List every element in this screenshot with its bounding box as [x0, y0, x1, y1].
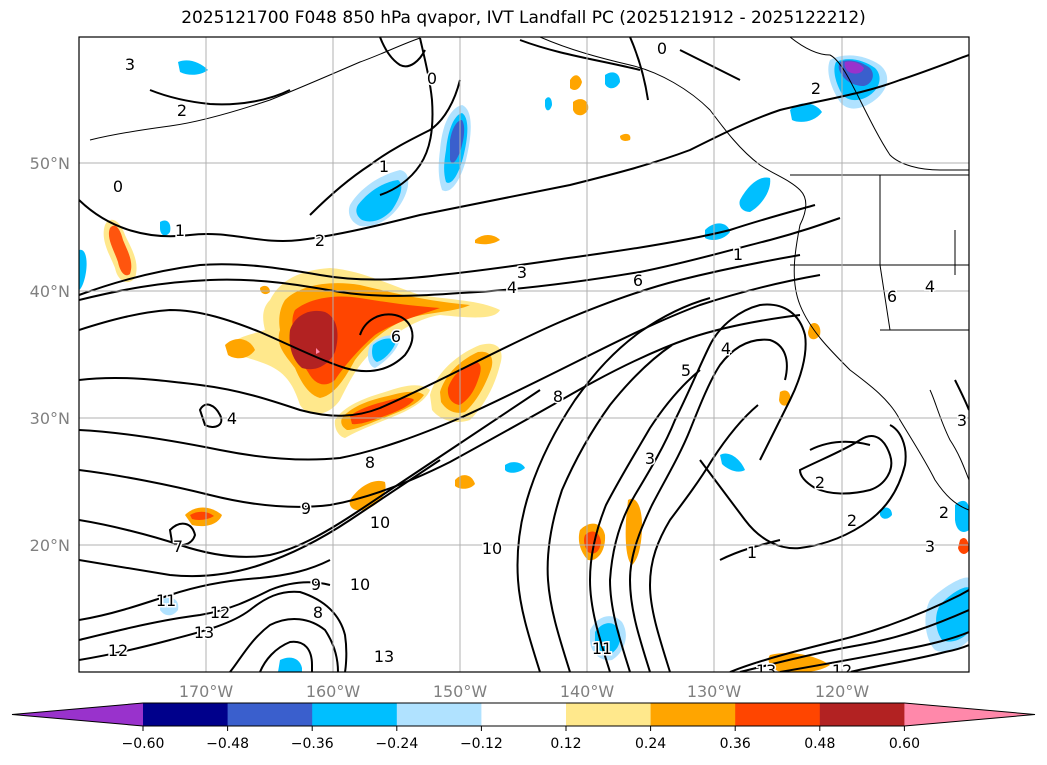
contour-label: 12	[832, 661, 852, 680]
colorbar-tick-label: 0.60	[889, 736, 920, 752]
colorbar-tick-label: 0.12	[550, 736, 581, 752]
contour-label: 3	[125, 55, 135, 74]
colorbar-tick-label: −0.12	[460, 736, 503, 752]
latitude-labels: 50°N 40°N 30°N 20°N	[30, 154, 70, 555]
colorbar-segment	[566, 703, 652, 726]
contour-label: 1	[747, 543, 757, 562]
contour-label: 9	[301, 499, 311, 518]
colorbar-segment	[650, 703, 736, 726]
lon-label: 160°W	[306, 682, 361, 701]
colorbar-tick-label: 0.48	[804, 736, 835, 752]
plot-frame	[78, 36, 970, 673]
contour-label: 3	[925, 537, 935, 556]
contour-label: 3	[957, 411, 967, 430]
longitude-labels: 170°W 160°W 150°W 140°W 130°W 120°W	[179, 682, 870, 701]
contour-label: 10	[370, 513, 390, 532]
colorbar-segment	[735, 703, 821, 726]
contour-label: 1	[379, 157, 389, 176]
plot-area	[79, 37, 969, 672]
contour-label: 2	[811, 79, 821, 98]
contour-label: 6	[391, 327, 401, 346]
contour-label: 4	[721, 339, 731, 358]
contour-label: 13	[194, 623, 214, 642]
contour-label: 8	[313, 603, 323, 622]
lon-label: 130°W	[687, 682, 742, 701]
contour-label: 2	[939, 503, 949, 522]
contour-label: 0	[427, 69, 437, 88]
contour-label: 3	[517, 263, 527, 282]
plot-title: 2025121700 F048 850 hPa qvapor, IVT Land…	[181, 8, 866, 28]
contour-label: 2	[815, 473, 825, 492]
contour-label: 4	[227, 409, 237, 428]
contour-label: 1	[175, 221, 185, 240]
contour-label: 5	[681, 361, 691, 380]
lon-label: 140°W	[560, 682, 615, 701]
contour-label: 4	[925, 277, 935, 296]
lat-label: 40°N	[30, 282, 70, 301]
contour-label: 12	[210, 603, 230, 622]
contour-label: 6	[633, 271, 643, 290]
colorbar-tick-label: 0.24	[635, 736, 666, 752]
shaded-anomaly-regions	[79, 55, 969, 672]
colorbar-segment	[143, 703, 229, 726]
lat-label: 30°N	[30, 409, 70, 428]
contour-label: 8	[365, 453, 375, 472]
contour-label: 3	[645, 449, 655, 468]
colorbar-tick-label: 0.36	[720, 736, 751, 752]
contour-label: 6	[887, 287, 897, 306]
colorbar-segment	[481, 703, 567, 726]
colorbar-segment	[312, 703, 398, 726]
contour-label: 13	[374, 647, 394, 666]
colorbar-segment	[227, 703, 313, 726]
contour-label: 8	[553, 387, 563, 406]
lon-label: 170°W	[179, 682, 234, 701]
contour-label: 9	[311, 575, 321, 594]
contour-label: 12	[108, 641, 128, 660]
graticule	[79, 37, 969, 672]
colorbar-tick-label: −0.48	[206, 736, 249, 752]
colorbar-tick-label: −0.60	[122, 736, 165, 752]
colorbar-extend-max	[904, 703, 1035, 726]
contour-label: 1	[733, 245, 743, 264]
lat-label: 20°N	[30, 536, 70, 555]
ivt-contour-lines	[79, 37, 969, 672]
contour-label: 4	[507, 278, 517, 297]
contour-label: 10	[482, 539, 502, 558]
contour-label: 11	[592, 639, 612, 658]
contour-label: 10	[350, 575, 370, 594]
colorbar-extend-min	[12, 703, 143, 726]
contour-label: 0	[657, 39, 667, 58]
colorbar-ticks: −0.60 −0.48 −0.36 −0.24 −0.12 0.12 0.24 0.36 0.4…	[122, 726, 920, 752]
colorbar-tick-label: −0.36	[291, 736, 334, 752]
contour-label: 2	[177, 101, 187, 120]
contour-label: 7	[173, 537, 183, 556]
lon-label: 120°W	[815, 682, 870, 701]
contour-label: 13	[756, 661, 776, 680]
lat-label: 50°N	[30, 154, 70, 173]
contour-label: 2	[847, 511, 857, 530]
colorbar-segment	[396, 703, 482, 726]
lon-label: 150°W	[433, 682, 488, 701]
contour-label: 2	[315, 231, 325, 250]
colorbar-tick-label: −0.24	[375, 736, 418, 752]
contour-label: 0	[113, 177, 123, 196]
contour-label: 11	[156, 591, 176, 610]
coastlines	[89, 37, 969, 511]
colorbar-segment	[819, 703, 905, 726]
colorbar	[11, 702, 1036, 727]
